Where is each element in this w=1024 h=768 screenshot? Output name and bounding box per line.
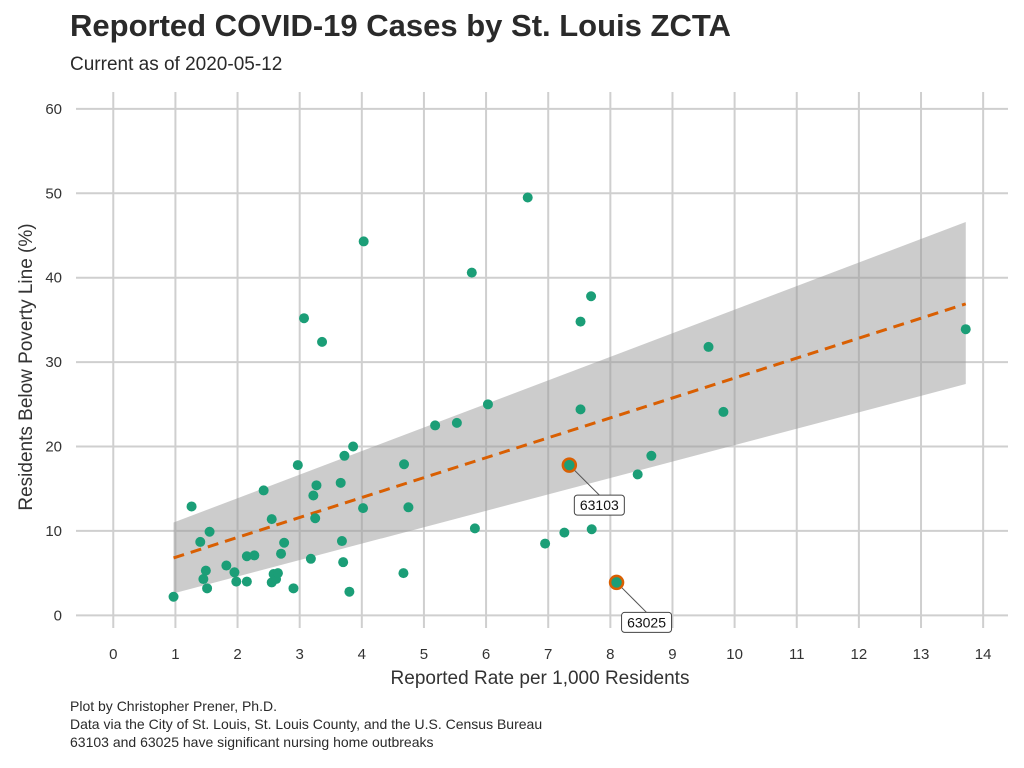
data-point [559, 527, 570, 538]
data-point [339, 450, 350, 461]
data-point [482, 399, 493, 410]
data-points [168, 192, 971, 602]
x-tick-label: 14 [975, 646, 992, 663]
y-axis-label: Residents Below Poverty Line (%) [16, 223, 37, 510]
x-tick-label: 10 [726, 646, 743, 663]
chart-subtitle: Current as of 2020-05-12 [70, 54, 283, 75]
data-point [292, 460, 303, 471]
data-point [358, 236, 369, 247]
data-point [358, 503, 369, 514]
regression-line [173, 302, 967, 560]
confidence-band [173, 221, 966, 594]
data-point [231, 576, 242, 587]
x-axis-ticks: 0 1 2 3 4 5 6 7 8 9 10 11 12 13 14 [109, 646, 991, 663]
x-tick-label: 3 [296, 646, 304, 663]
point-label-box [573, 494, 625, 516]
data-point [305, 553, 316, 564]
data-point [204, 526, 215, 537]
data-point [335, 477, 346, 488]
highlighted-point [608, 574, 625, 591]
data-point [344, 586, 355, 597]
data-point [960, 324, 971, 335]
data-point [266, 514, 277, 525]
chart-title: Reported COVID-19 Cases by St. Louis ZCT… [70, 8, 731, 43]
data-point [451, 417, 462, 428]
point-label: 63025 [627, 614, 666, 630]
data-point [272, 568, 283, 579]
y-tick-label: 10 [45, 523, 62, 540]
x-tick-label: 5 [420, 646, 428, 663]
x-tick-label: 4 [358, 646, 366, 663]
data-point [646, 450, 657, 461]
caption-line: Data via the City of St. Louis, St. Loui… [70, 716, 543, 732]
y-tick-label: 60 [45, 101, 62, 118]
data-point [632, 469, 643, 480]
data-point [249, 550, 260, 561]
x-tick-label: 7 [544, 646, 552, 663]
point-label: 63103 [580, 497, 619, 513]
data-point [310, 513, 321, 524]
data-point [241, 551, 252, 562]
y-tick-label: 50 [45, 185, 62, 202]
y-axis-ticks: 0 10 20 30 40 50 60 [45, 101, 62, 624]
data-point [540, 538, 551, 549]
x-tick-label: 12 [851, 646, 868, 663]
data-point [200, 565, 211, 576]
data-point [403, 502, 414, 513]
data-point [198, 574, 209, 585]
data-point [338, 557, 349, 568]
data-point [195, 536, 206, 547]
y-tick-label: 0 [54, 607, 62, 624]
data-point [308, 490, 319, 501]
data-point [317, 336, 328, 347]
data-point [299, 313, 310, 324]
data-point [279, 537, 290, 548]
x-tick-label: 0 [109, 646, 117, 663]
x-tick-label: 13 [913, 646, 930, 663]
data-point [522, 192, 533, 203]
data-point [168, 591, 179, 602]
data-point [575, 404, 586, 415]
data-point [221, 560, 232, 571]
data-point [586, 524, 597, 535]
caption-line: 63103 and 63025 have significant nursing… [70, 734, 434, 750]
data-point [202, 583, 213, 594]
x-tick-label: 1 [171, 646, 179, 663]
data-point [276, 548, 287, 559]
confidence-band-area [173, 221, 966, 594]
data-point [718, 406, 729, 417]
x-tick-label: 11 [789, 646, 805, 663]
data-point [703, 341, 714, 352]
data-point [186, 501, 197, 512]
y-tick-label: 30 [45, 354, 62, 371]
data-point [575, 316, 586, 327]
data-point [229, 567, 240, 578]
data-point [258, 485, 269, 496]
chart-caption: Plot by Christopher Prener, Ph.D. Data v… [70, 697, 542, 751]
data-point [399, 459, 410, 470]
data-point [348, 441, 359, 452]
data-point [311, 480, 322, 491]
data-point [430, 420, 441, 431]
x-tick-label: 8 [606, 646, 614, 663]
data-point [469, 523, 480, 534]
data-point [241, 576, 252, 587]
highlighted-point [561, 457, 578, 473]
highlighted-points: 63103 63025 [561, 457, 673, 633]
y-tick-label: 20 [45, 439, 62, 456]
y-tick-label: 40 [45, 270, 62, 287]
trend-line [173, 302, 967, 560]
data-point [466, 267, 477, 278]
data-point [586, 291, 597, 302]
x-tick-label: 6 [482, 646, 490, 663]
x-axis-label: Reported Rate per 1,000 Residents [391, 668, 690, 689]
data-point [288, 583, 299, 594]
data-point [336, 536, 347, 547]
x-tick-label: 9 [668, 646, 676, 663]
point-label-box [621, 611, 673, 633]
caption-line: Plot by Christopher Prener, Ph.D. [70, 698, 277, 714]
data-point [398, 568, 409, 579]
x-tick-label: 2 [233, 646, 241, 663]
